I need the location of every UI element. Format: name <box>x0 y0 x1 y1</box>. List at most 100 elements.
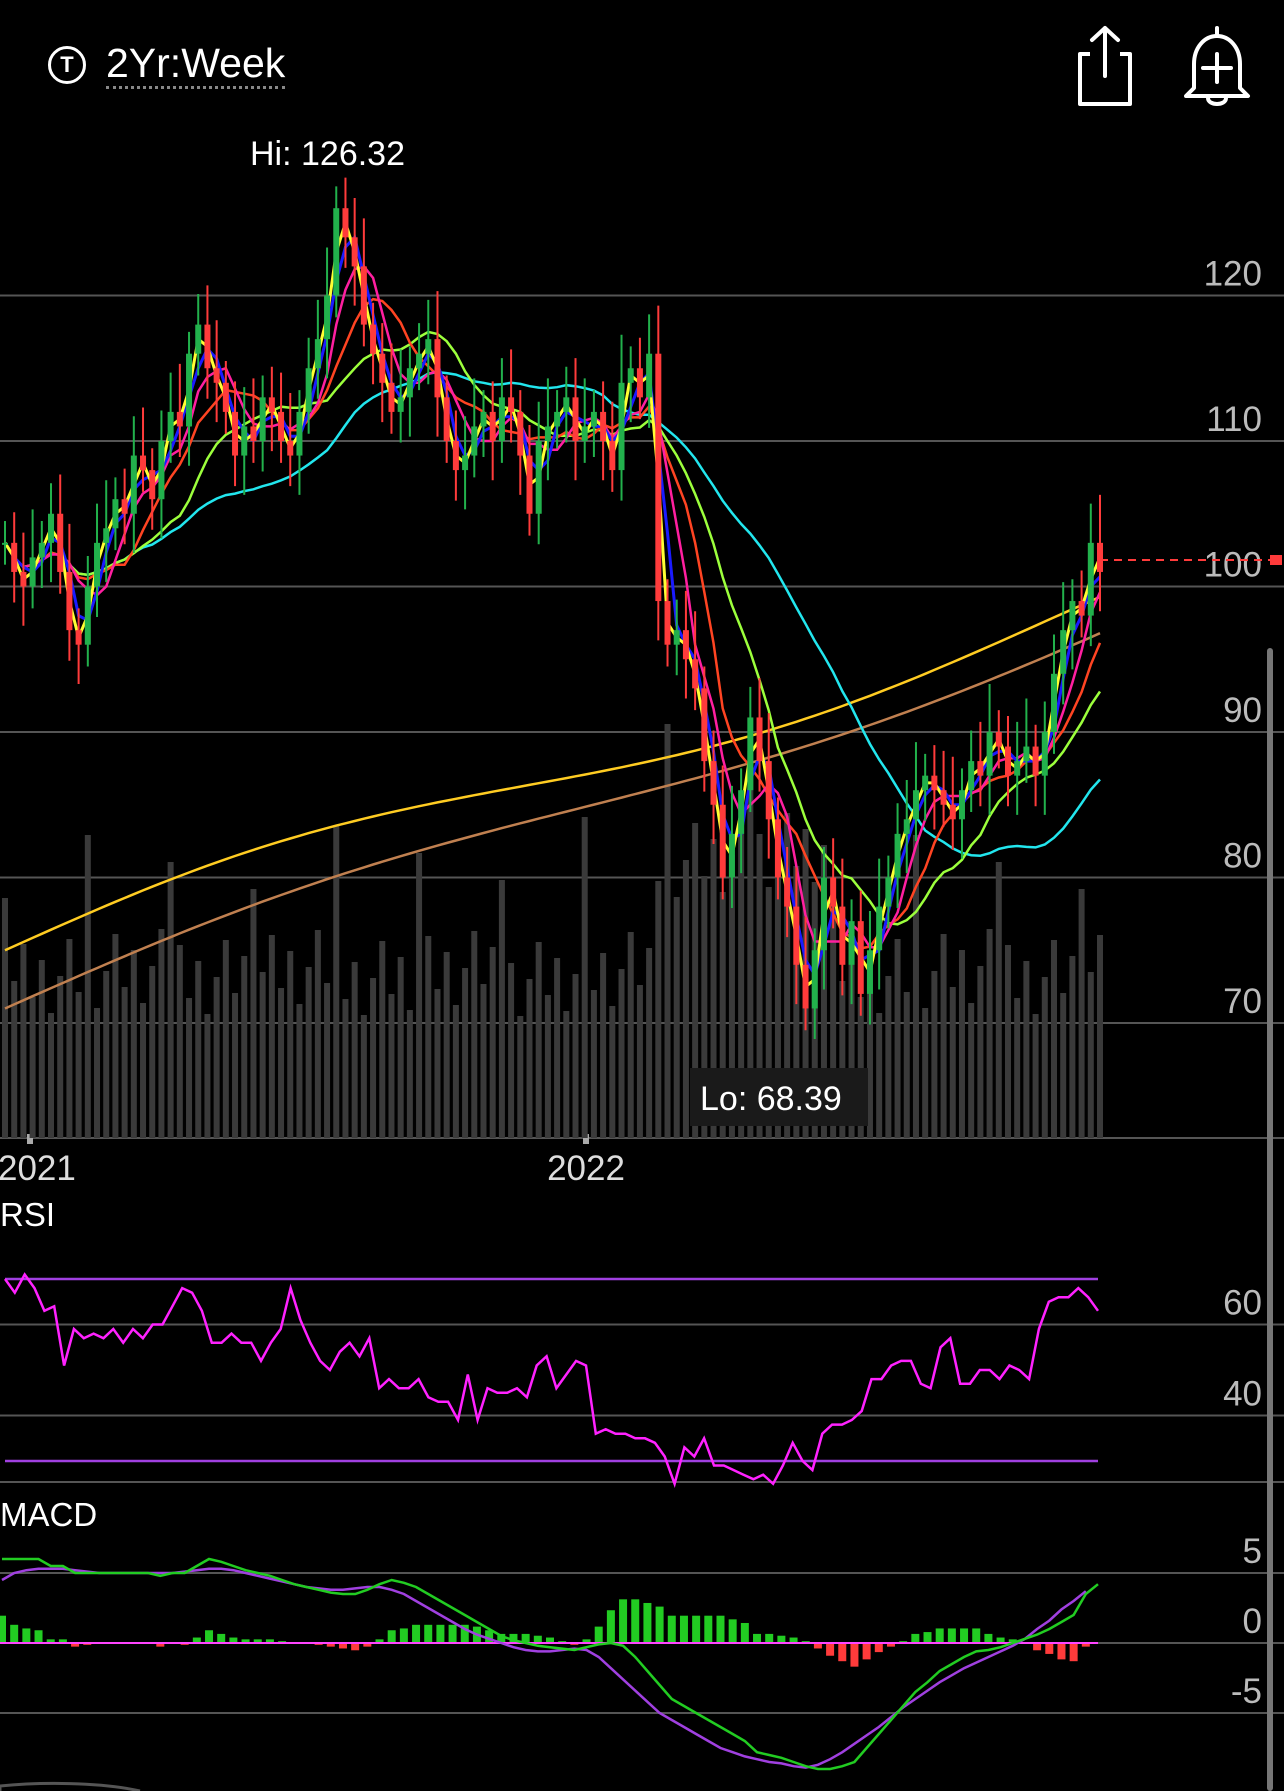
macd-histogram-bar <box>34 1630 43 1643</box>
volume-bar <box>314 930 321 1138</box>
volume-bar <box>922 1008 929 1138</box>
volume-bar <box>425 936 432 1138</box>
volume-bar <box>360 1015 367 1138</box>
candle-body <box>848 921 855 965</box>
macd-histogram-bar <box>521 1633 530 1643</box>
price-tick-label: 70 <box>1223 982 1262 1021</box>
volume-bar <box>774 850 781 1138</box>
volume-bar <box>885 976 892 1138</box>
volume-bar <box>186 998 193 1138</box>
candle-body <box>968 761 975 791</box>
candle-body <box>167 411 174 441</box>
price-tick-label: 110 <box>1206 400 1262 439</box>
candle-body <box>1060 630 1067 674</box>
candle-body <box>866 950 873 994</box>
volume-bar <box>471 931 478 1138</box>
candle-body <box>259 397 266 441</box>
volume-bar <box>609 1006 616 1138</box>
candle-body <box>949 804 956 820</box>
volume-bar <box>140 1003 147 1138</box>
volume-bar <box>572 974 579 1138</box>
volume-bar <box>443 952 450 1138</box>
candle-body <box>103 528 110 543</box>
volume-bar <box>324 983 331 1138</box>
volume-bar <box>830 898 837 1138</box>
candle-body <box>756 717 763 762</box>
volume-bar <box>489 947 496 1138</box>
volume-bar <box>241 956 248 1138</box>
volume-bar <box>535 942 542 1138</box>
candlesticks <box>2 177 1103 1040</box>
volume-bar <box>176 945 183 1138</box>
scrollbar[interactable] <box>1267 648 1273 1791</box>
volume-bar <box>563 1011 570 1138</box>
candle-body <box>268 397 275 412</box>
candle-body <box>600 411 607 441</box>
candle-body <box>112 499 119 529</box>
candle-body <box>784 877 791 907</box>
volume-bar <box>195 961 202 1138</box>
candle-body <box>204 324 211 369</box>
axis-labels: 120 110 100 90 80 70 2021 2022 <box>0 255 1262 1189</box>
volume-bar <box>452 1005 459 1138</box>
price-tick-label: 100 <box>1204 546 1262 585</box>
candle-body <box>222 382 229 412</box>
ticker-type-icon[interactable]: T <box>48 46 86 84</box>
volume-bar <box>305 967 312 1138</box>
candle-body <box>149 470 156 500</box>
macd-histogram-bar <box>229 1637 238 1643</box>
candle-body <box>370 324 377 354</box>
volume-bar <box>333 826 340 1138</box>
ma-line-red <box>3 297 1102 950</box>
candle-body <box>728 833 735 878</box>
candle-body <box>977 761 984 776</box>
candle-body <box>176 411 183 427</box>
candle-body <box>250 426 257 441</box>
macd-histogram-bar <box>1008 1639 1017 1643</box>
macd-histogram-bar <box>692 1615 701 1643</box>
candle-body <box>2 542 8 545</box>
candle-body <box>480 411 487 427</box>
macd-histogram-bar <box>399 1628 408 1643</box>
candle-body <box>489 411 496 441</box>
macd-histogram-bar <box>947 1628 956 1643</box>
macd-histogram-bar <box>777 1635 786 1643</box>
candle-body <box>75 630 82 645</box>
volume-bar <box>949 987 956 1138</box>
candle-body <box>57 513 64 572</box>
candle-body <box>425 339 432 354</box>
volume-bar <box>857 997 864 1138</box>
hi-label: Hi: 126.32 <box>250 135 405 173</box>
volume-bar <box>719 892 726 1138</box>
share-icon[interactable] <box>1070 24 1140 108</box>
macd-histogram-bar <box>838 1643 847 1662</box>
volume-bar <box>351 962 358 1138</box>
macd-histogram-bar <box>1069 1643 1078 1662</box>
range-selector[interactable]: 2Yr:Week <box>106 40 286 89</box>
volume-bar <box>765 887 772 1138</box>
candle-body <box>1004 746 1011 776</box>
macd-histogram-bar <box>533 1635 542 1643</box>
price-tick-label: 80 <box>1223 837 1262 876</box>
candle-body <box>738 790 745 834</box>
rsi-line <box>3 1272 1100 1488</box>
candle-body <box>636 368 643 398</box>
macd-histogram-bar <box>338 1643 347 1649</box>
add-alert-bell-icon[interactable] <box>1180 24 1254 108</box>
macd-histogram-bar <box>497 1633 506 1643</box>
macd-histogram-bar <box>704 1615 713 1643</box>
macd-histogram-bar <box>631 1599 640 1643</box>
candle-body <box>581 426 588 441</box>
candle-body <box>416 353 423 369</box>
price-tick-label: 120 <box>1204 255 1262 294</box>
candle-body <box>20 571 27 587</box>
rsi-title: RSI <box>0 1196 55 1233</box>
candle-body <box>66 571 73 631</box>
macd-histogram-bar <box>253 1639 262 1643</box>
volume-bar <box>48 1013 55 1138</box>
candle-body <box>379 353 386 383</box>
volume-bar <box>204 1014 211 1138</box>
macd-histogram-bar <box>813 1643 822 1649</box>
candle-body <box>830 877 837 907</box>
